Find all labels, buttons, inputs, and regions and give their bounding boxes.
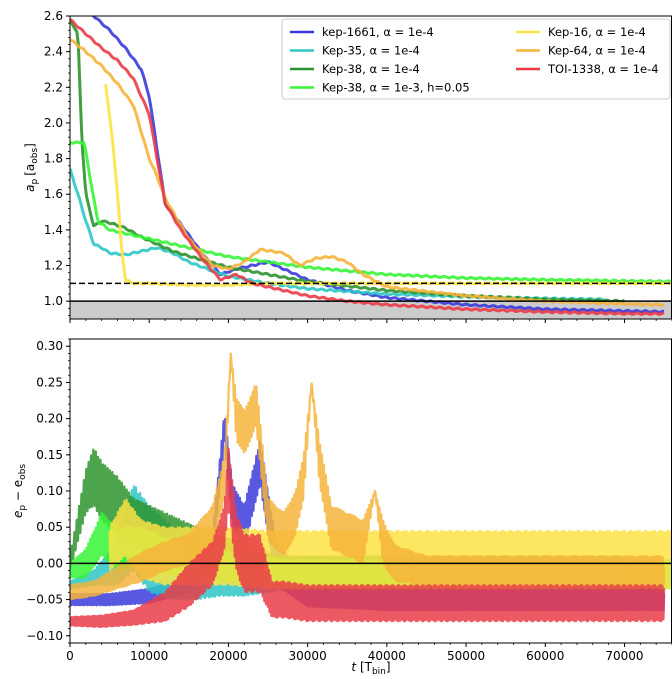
legend-box (281, 18, 671, 100)
legend-entry: Kep-16, α = 1e-4 (516, 25, 646, 39)
legend-label: Kep-38, α = 1e-4 (322, 62, 420, 76)
y-tick-label: 0.05 (36, 520, 63, 534)
x-axis-label-unit-sub: bin (372, 667, 386, 677)
reference-lines (70, 282, 672, 302)
x-tick-label: 20000 (209, 649, 247, 663)
series-line-1 (70, 168, 605, 302)
y-axis-label-symbol: e (11, 511, 25, 518)
y-axis-label-unit-sub: obs (30, 148, 40, 164)
x-tick-label: 40000 (368, 649, 406, 663)
legend-entry: Kep-35, α = 1e-4 (290, 44, 420, 58)
top-panel-a-p: 1.0 1.2 1.4 1.6 1.8 2.0 2.2 2.4 2.6 ap [aobs] kep… (23, 9, 672, 323)
y-tick-label: 1.2 (44, 259, 63, 273)
series-line-5 (70, 352, 666, 601)
y-tick-label: −0.05 (26, 593, 63, 607)
y-tick-label: 1.0 (44, 294, 63, 308)
x-tick-label: 50000 (447, 649, 485, 663)
legend-label: TOI-1338, α = 1e-4 (547, 62, 659, 76)
y-tick-label: 2.4 (44, 45, 63, 59)
shaded-band (70, 301, 672, 319)
x-axis-label-unit: [T (360, 660, 373, 674)
legend-entry: kep-1661, α = 1e-4 (290, 25, 434, 39)
x-axis-label: t [Tbin] (351, 660, 390, 677)
series-line-4 (104, 84, 672, 288)
x-tick-label: 0 (66, 649, 74, 663)
y-tick-label: 1.4 (44, 223, 63, 237)
legend-label: Kep-16, α = 1e-4 (548, 25, 646, 39)
tick-layer: 0 10000 20000 30000 40000 50000 60000 70000 −0.1… (26, 338, 672, 663)
series-layer (70, 352, 672, 629)
series-line-3 (70, 140, 672, 284)
series-line-6 (70, 447, 666, 629)
y-tick-label: 0.30 (36, 339, 63, 353)
y-axis-label-subscript: p (30, 179, 40, 185)
legend-entry: TOI-1338, α = 1e-4 (516, 62, 659, 76)
y-tick-label: 0.25 (36, 375, 63, 389)
x-axis-label-unit-close: ] (386, 660, 391, 674)
x-tick-label: 70000 (605, 649, 643, 663)
bottom-panel-e-p: 0 10000 20000 30000 40000 50000 60000 70000 −0.1… (11, 338, 672, 677)
legend-label: Kep-38, α = 1e-3, h=0.05 (322, 81, 470, 95)
legend-entry: Kep-38, α = 1e-4 (290, 62, 420, 76)
y-axis-label-symbol: a (23, 185, 37, 192)
y-tick-label: −0.10 (26, 629, 63, 643)
y-tick-label: 0.15 (36, 448, 63, 462)
y-axis-label-subscript2: obs (18, 464, 28, 480)
legend-entry: Kep-64, α = 1e-4 (516, 44, 646, 58)
y-tick-label: 1.8 (44, 152, 63, 166)
y-tick-label: 0.00 (36, 556, 63, 570)
legend-label: Kep-64, α = 1e-4 (548, 44, 646, 58)
y-axis-label-unit-close: ] (23, 143, 37, 148)
y-axis-label: ep − eobs (11, 464, 28, 518)
series-line-6 (70, 18, 665, 316)
y-tick-label: 0.10 (36, 484, 63, 498)
y-tick-label: 2.6 (44, 9, 63, 23)
shaded-band-region (70, 301, 672, 319)
legend-label: kep-1661, α = 1e-4 (322, 25, 434, 39)
y-tick-label: 0.20 (36, 412, 63, 426)
y-axis-label-subscript: p (18, 505, 28, 511)
series-layer (70, 16, 672, 316)
y-axis-label: ap [aobs] (23, 143, 40, 192)
y-axis-label-minus: − e (11, 480, 25, 505)
y-axis-label-unit: [a (23, 164, 37, 176)
legend: kep-1661, α = 1e-4 Kep-35, α = 1e-4 Kep-38… (281, 18, 671, 100)
legend-entry: Kep-38, α = 1e-3, h=0.05 (290, 81, 470, 95)
x-tick-label: 30000 (289, 649, 327, 663)
y-tick-label: 1.6 (44, 187, 63, 201)
x-axis-label-symbol: t (351, 660, 360, 674)
tick-layer: 1.0 1.2 1.4 1.6 1.8 2.0 2.2 2.4 2.6 (44, 9, 672, 323)
legend-label: Kep-35, α = 1e-4 (322, 44, 420, 58)
x-tick-label: 10000 (130, 649, 168, 663)
y-tick-label: 2.2 (44, 80, 63, 94)
y-tick-label: 2.0 (44, 116, 63, 130)
x-tick-label: 60000 (526, 649, 564, 663)
